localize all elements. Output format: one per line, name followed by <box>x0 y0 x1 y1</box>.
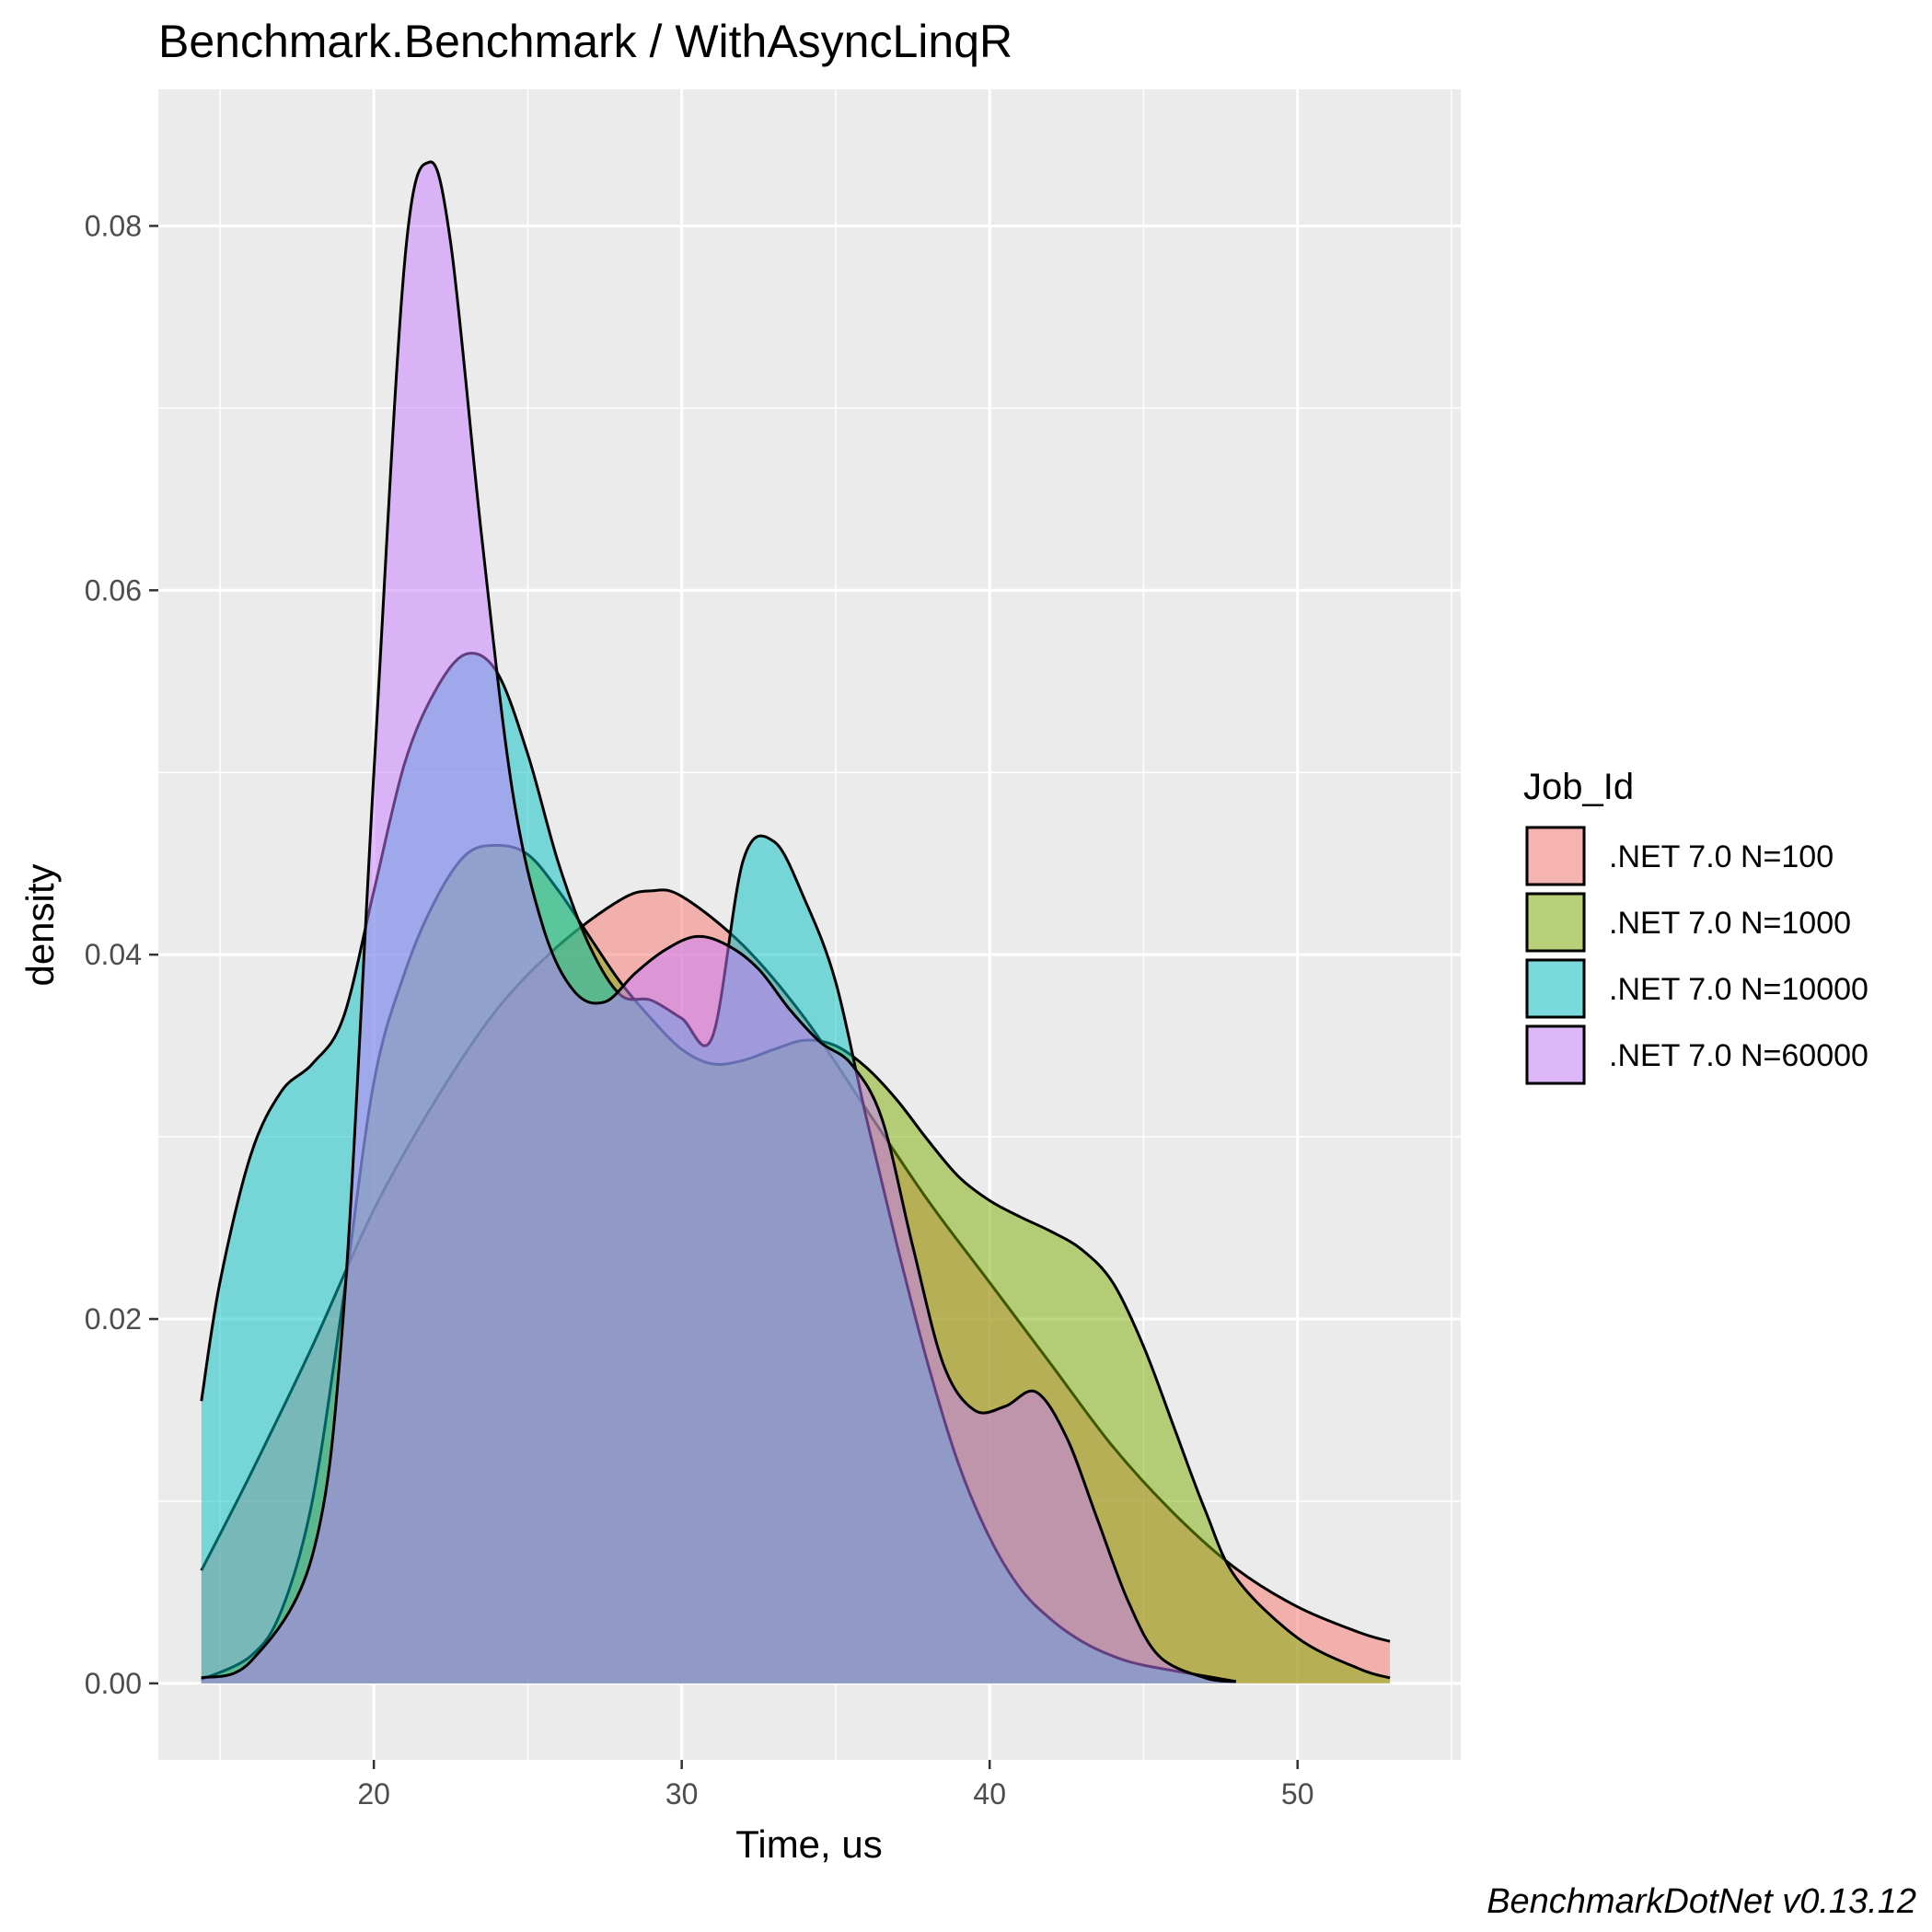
y-axis-title: density <box>18 863 62 986</box>
x-tick-label: 30 <box>665 1777 699 1811</box>
legend-swatch-1 <box>1525 826 1586 886</box>
legend-label-3: .NET 7.0 N=10000 <box>1609 972 1868 1007</box>
y-tick-label: 0.02 <box>85 1302 142 1336</box>
legend: Job_Id .NET 7.0 N=100 .NET 7.0 N=1000 .NET… <box>1523 767 1868 1085</box>
y-tick-label: 0.08 <box>85 209 142 242</box>
x-tick-label: 20 <box>357 1777 390 1811</box>
x-tick-label: 50 <box>1281 1777 1314 1811</box>
legend-label-2: .NET 7.0 N=1000 <box>1609 906 1851 941</box>
x-axis-title: Time, us <box>735 1822 882 1866</box>
x-axis: 20 30 40 50 <box>357 1760 1314 1811</box>
legend-swatch-2 <box>1525 892 1586 953</box>
density-area-4 <box>201 161 1236 1683</box>
legend-title: Job_Id <box>1523 767 1634 807</box>
density-areas <box>200 160 1391 1683</box>
y-tick-label: 0.04 <box>85 938 142 971</box>
y-axis: 0.00 0.02 0.04 0.06 0.08 <box>85 209 158 1700</box>
y-tick-label: 0.00 <box>85 1667 142 1700</box>
chart-title: Benchmark.Benchmark / WithAsyncLinqR <box>158 16 1012 67</box>
y-tick-label: 0.06 <box>85 573 142 607</box>
x-tick-label: 40 <box>973 1777 1006 1811</box>
caption: BenchmarkDotNet v0.13.12 <box>1487 1882 1916 1921</box>
legend-label-1: .NET 7.0 N=100 <box>1609 839 1834 874</box>
legend-swatch-4 <box>1525 1024 1586 1085</box>
legend-label-4: .NET 7.0 N=60000 <box>1609 1038 1868 1073</box>
density-line-4 <box>201 160 1236 1683</box>
legend-swatch-3 <box>1525 958 1586 1019</box>
